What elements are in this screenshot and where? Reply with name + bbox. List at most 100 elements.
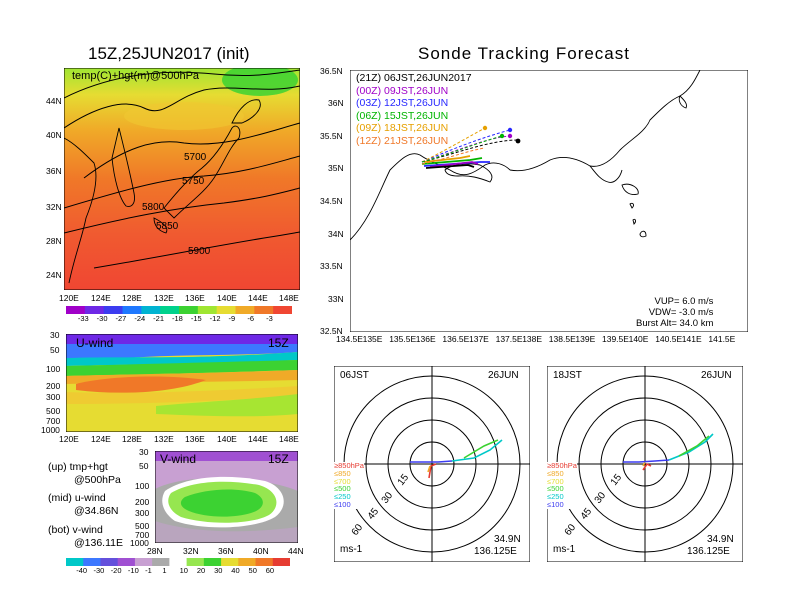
lon-tick: 128E [122, 293, 142, 303]
colorbar-label: -6 [247, 314, 254, 323]
legend-item: (00Z) 09JST,26JUN [356, 84, 449, 97]
colorbar-swatch [169, 558, 188, 566]
lat-tick: 28N [46, 236, 62, 246]
colorbar-swatch [83, 558, 101, 566]
lon-tick: 144E [248, 293, 268, 303]
u-wind-time: 15Z [268, 336, 289, 350]
lat-tick: 32N [46, 202, 62, 212]
colorbar-swatch [203, 558, 222, 566]
colorbar-swatch [66, 558, 84, 566]
hodo-unit: ms-1 [340, 544, 363, 555]
hodo-lon: 136.125E [687, 546, 730, 557]
lon-tick: 135.5E [389, 334, 417, 344]
u-wind-label: U-wind [76, 336, 114, 350]
colorbar-swatch [255, 558, 274, 566]
v-wind-time: 15Z [268, 452, 289, 466]
hodo-time: 18JST [553, 370, 582, 381]
colorbar-swatch [66, 306, 86, 314]
tracking-map [350, 70, 748, 332]
temperature-colorbar [66, 306, 292, 314]
lon-tick: 138E [522, 334, 543, 344]
lat-tick: 35.5N [320, 131, 343, 141]
colorbar-swatch [216, 306, 236, 314]
lon-tick: 137E [469, 334, 489, 344]
lon-tick: 132E [154, 434, 174, 444]
tracking-params: VUP= 6.0 m/s VDW= -3.0 m/s Burst Alt= 34… [636, 296, 714, 329]
colorbar-swatch [179, 306, 199, 314]
hodo-time: 06JST [340, 370, 369, 381]
colorbar-label: 40 [231, 566, 240, 575]
lat-tick: 36N [46, 166, 62, 176]
lat-tick: 36N [328, 98, 344, 108]
colorbar-label: -3 [266, 314, 273, 323]
lon-tick: 139.5E [602, 334, 629, 344]
temperature-colorbar-labels: -33 -30 -27 -24 -21 -18 -15 -12 -9 -6 -3 [66, 314, 292, 324]
colorbar-swatch [235, 306, 255, 314]
hodo-unit: ms-1 [553, 544, 576, 555]
p-tick: 500 [46, 406, 61, 416]
contour-label: 5750 [182, 176, 205, 187]
hodo-legend-1: ≥850hPa ≤850 ≤700 ≤500 ≤250 ≤100 [334, 461, 364, 509]
hodograph-1: 06JST 26JUN 15 30 45 60 34.9N 136.125E m… [334, 366, 530, 562]
legend-item: (12Z) 21JST,26JUN [356, 134, 449, 147]
v-wind-panel [155, 451, 298, 543]
p-tick: 500 [135, 521, 150, 531]
lon-tick: 137.5E [495, 334, 523, 344]
lat-tick: 24N [46, 270, 62, 280]
p-tick: 700 [46, 416, 61, 426]
lon-tick: 140E [217, 434, 237, 444]
lon-tick: 148E [279, 293, 299, 303]
lon-tick: 140E [217, 293, 237, 303]
colorbar-label: 50 [248, 566, 257, 575]
contour-label: 5800 [142, 202, 165, 213]
legend-item: (06Z) 15JST,26JUN [356, 109, 449, 122]
contour-label: 5700 [184, 152, 207, 163]
p-tick: 1000 [41, 425, 60, 435]
p-tick: 30 [139, 447, 149, 457]
p-tick: 700 [135, 530, 150, 540]
colorbar-swatch [134, 558, 153, 566]
lon-tick: 140E [628, 334, 649, 344]
lon-tick: 124E [91, 434, 111, 444]
colorbar-label: 20 [196, 566, 206, 575]
colorbar-label: -15 [190, 314, 202, 323]
p-tick: 300 [46, 392, 61, 402]
lat-tick: 44N [46, 96, 62, 106]
lat-tick: 32N [183, 546, 199, 556]
colorbar-swatch [141, 306, 161, 314]
contour-label: 5850 [156, 221, 179, 232]
colorbar-label: -40 [76, 566, 88, 575]
hodo-date: 26JUN [701, 370, 732, 381]
lon-tick: 128E [122, 434, 142, 444]
right-title: Sonde Tracking Forecast [418, 44, 630, 63]
colorbar-label: -27 [115, 314, 127, 323]
legend-item: (09Z) 18JST,26JUN [356, 122, 449, 135]
p-tick: 300 [135, 508, 150, 518]
lat-tick: 33N [328, 294, 344, 304]
hodo-legend-2: ≥850hPa ≤850 ≤700 ≤500 ≤250 ≤100 [547, 461, 577, 509]
hodograph-2: 18JST 26JUN 15 30 45 60 34.9N 136.125E m… [547, 366, 743, 562]
colorbar-label: -9 [228, 314, 236, 323]
lat-tick: 36.5N [320, 66, 343, 76]
tracking-legend: (21Z) 06JST,26JUN2017 (00Z) 09JST,26JUN … [356, 72, 472, 148]
colorbar-swatch [100, 558, 119, 566]
lon-tick: 134.5E [336, 334, 363, 344]
wind-colorbar [66, 558, 290, 566]
colorbar-swatch [84, 306, 105, 314]
lon-tick: 136.5E [442, 334, 470, 344]
colorbar-swatch [197, 306, 218, 314]
lat-tick: 36N [218, 546, 234, 556]
lat-tick: 32.5N [320, 326, 343, 336]
p-tick: 200 [135, 497, 150, 507]
u-wind-panel [66, 334, 298, 432]
colorbar-label: -21 [153, 314, 164, 323]
lon-tick: 136E [415, 334, 436, 344]
wind-colorbar-labels: -40 -30 -20 -10 -1 1 10 20 30 40 50 60 [66, 566, 290, 576]
colorbar-label: -30 [93, 566, 105, 575]
colorbar-label: -24 [134, 314, 146, 323]
lon-tick: 141.5E [708, 334, 736, 344]
colorbar-label: -12 [209, 314, 221, 323]
lat-tick: 44N [288, 546, 304, 556]
colorbar-swatch [272, 558, 290, 566]
colorbar-label: 30 [214, 566, 223, 575]
